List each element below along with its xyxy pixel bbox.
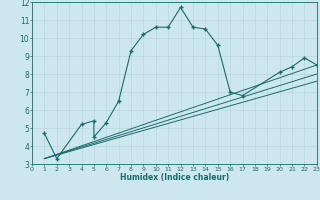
X-axis label: Humidex (Indice chaleur): Humidex (Indice chaleur) <box>120 173 229 182</box>
